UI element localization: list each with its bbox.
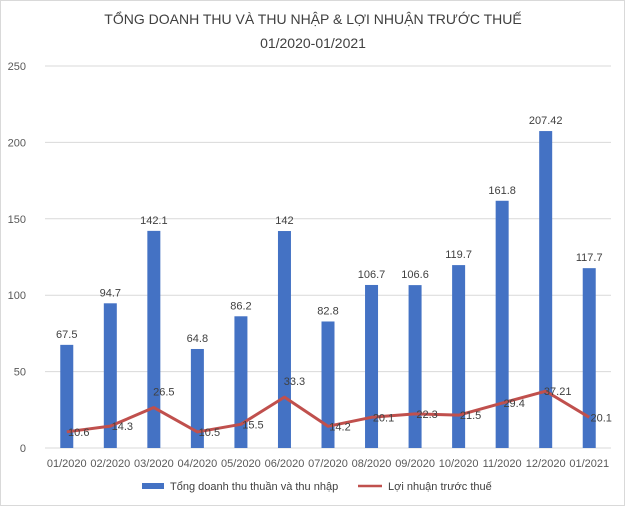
line-data-label: 10.6 — [68, 427, 89, 439]
line-data-label: 20.1 — [373, 412, 394, 424]
x-tick-label: 07/2020 — [308, 458, 348, 470]
legend: Tổng doanh thu thuần và thu nhập Lợi nhu… — [142, 481, 492, 493]
legend-label-revenue: Tổng doanh thu thuần và thu nhập — [170, 481, 338, 493]
bar-data-label: 106.6 — [401, 269, 429, 281]
bar — [147, 230, 161, 448]
x-tick-label: 01/2020 — [47, 458, 87, 470]
x-tick-label: 04/2020 — [178, 458, 218, 470]
bar — [408, 285, 422, 448]
bar-data-label: 207.42 — [529, 115, 563, 127]
bar — [321, 321, 335, 448]
legend-swatch-revenue — [142, 483, 164, 489]
x-tick-label: 08/2020 — [352, 458, 392, 470]
line-data-label: 26.5 — [153, 387, 174, 399]
line-data-label: 15.5 — [242, 419, 263, 431]
bar — [582, 268, 596, 448]
line-data-label: 21.5 — [460, 410, 481, 422]
bar — [495, 200, 509, 448]
bar-data-label: 64.8 — [187, 333, 208, 345]
y-tick-label: 100 — [8, 290, 26, 302]
y-tick-label: 250 — [8, 61, 26, 73]
x-tick-label: 03/2020 — [134, 458, 174, 470]
x-tick-label: 05/2020 — [221, 458, 261, 470]
bar — [365, 284, 379, 448]
line-data-label: 33.3 — [284, 376, 305, 388]
line-data-label: 10.5 — [199, 427, 220, 439]
line-series: 10.6 14.3 26.5 10.5 15.5 33.3 14.2 20.1 22.3 21.5… — [66, 376, 612, 439]
line-data-label: 14.2 — [329, 421, 350, 433]
y-axis-ticks: 0 50 100 150 200 250 — [8, 61, 26, 455]
y-tick-label: 0 — [20, 443, 26, 455]
bar-data-label: 117.7 — [576, 252, 603, 264]
x-tick-label: 11/2020 — [483, 458, 522, 470]
gridlines — [45, 65, 611, 449]
bar-data-label: 161.8 — [488, 185, 516, 197]
x-tick-label: 02/2020 — [90, 458, 130, 470]
x-tick-label: 12/2020 — [526, 458, 566, 470]
bar — [539, 131, 553, 448]
line-data-label: 20.1 — [591, 412, 612, 424]
bar-data-label: 94.7 — [100, 287, 121, 299]
chart-subtitle: 01/2020-01/2021 — [260, 35, 366, 51]
line-data-label: 37.21 — [544, 386, 572, 398]
x-tick-label: 01/2021 — [569, 458, 609, 470]
y-tick-label: 200 — [8, 137, 26, 149]
x-axis-ticks: 01/2020 02/2020 03/2020 04/2020 05/2020 06/20… — [47, 458, 609, 470]
bar-series: 67.5 94.7 142.1 64.8 86.2 142 82.8 106.7 106.6 11… — [56, 115, 603, 448]
bar — [452, 265, 466, 448]
x-tick-label: 09/2020 — [395, 458, 435, 470]
bar-data-label: 86.2 — [230, 300, 251, 312]
bar — [277, 231, 291, 448]
line-data-label: 22.3 — [416, 409, 437, 421]
line-data-label: 14.3 — [112, 421, 133, 433]
bar-data-label: 67.5 — [56, 329, 77, 341]
line-data-label: 29.4 — [503, 398, 524, 410]
bar — [190, 348, 204, 448]
legend-label-profit: Lợi nhuận trước thuế — [388, 481, 492, 493]
bar-data-label: 82.8 — [317, 305, 338, 317]
bar — [103, 303, 117, 448]
y-tick-label: 50 — [14, 367, 26, 379]
x-tick-label: 10/2020 — [439, 458, 479, 470]
bar — [60, 344, 74, 448]
bar-data-label: 119.7 — [445, 249, 472, 261]
bar-data-label: 142.1 — [140, 215, 168, 227]
profit-line — [66, 389, 591, 434]
bar-data-label: 106.7 — [358, 269, 386, 281]
bar-data-label: 142 — [275, 215, 293, 227]
y-tick-label: 150 — [8, 214, 26, 226]
chart-title: TỔNG DOANH THU VÀ THU NHẬP & LỢI NHUẬN T… — [104, 10, 521, 27]
x-tick-label: 06/2020 — [265, 458, 305, 470]
bar — [234, 316, 248, 448]
